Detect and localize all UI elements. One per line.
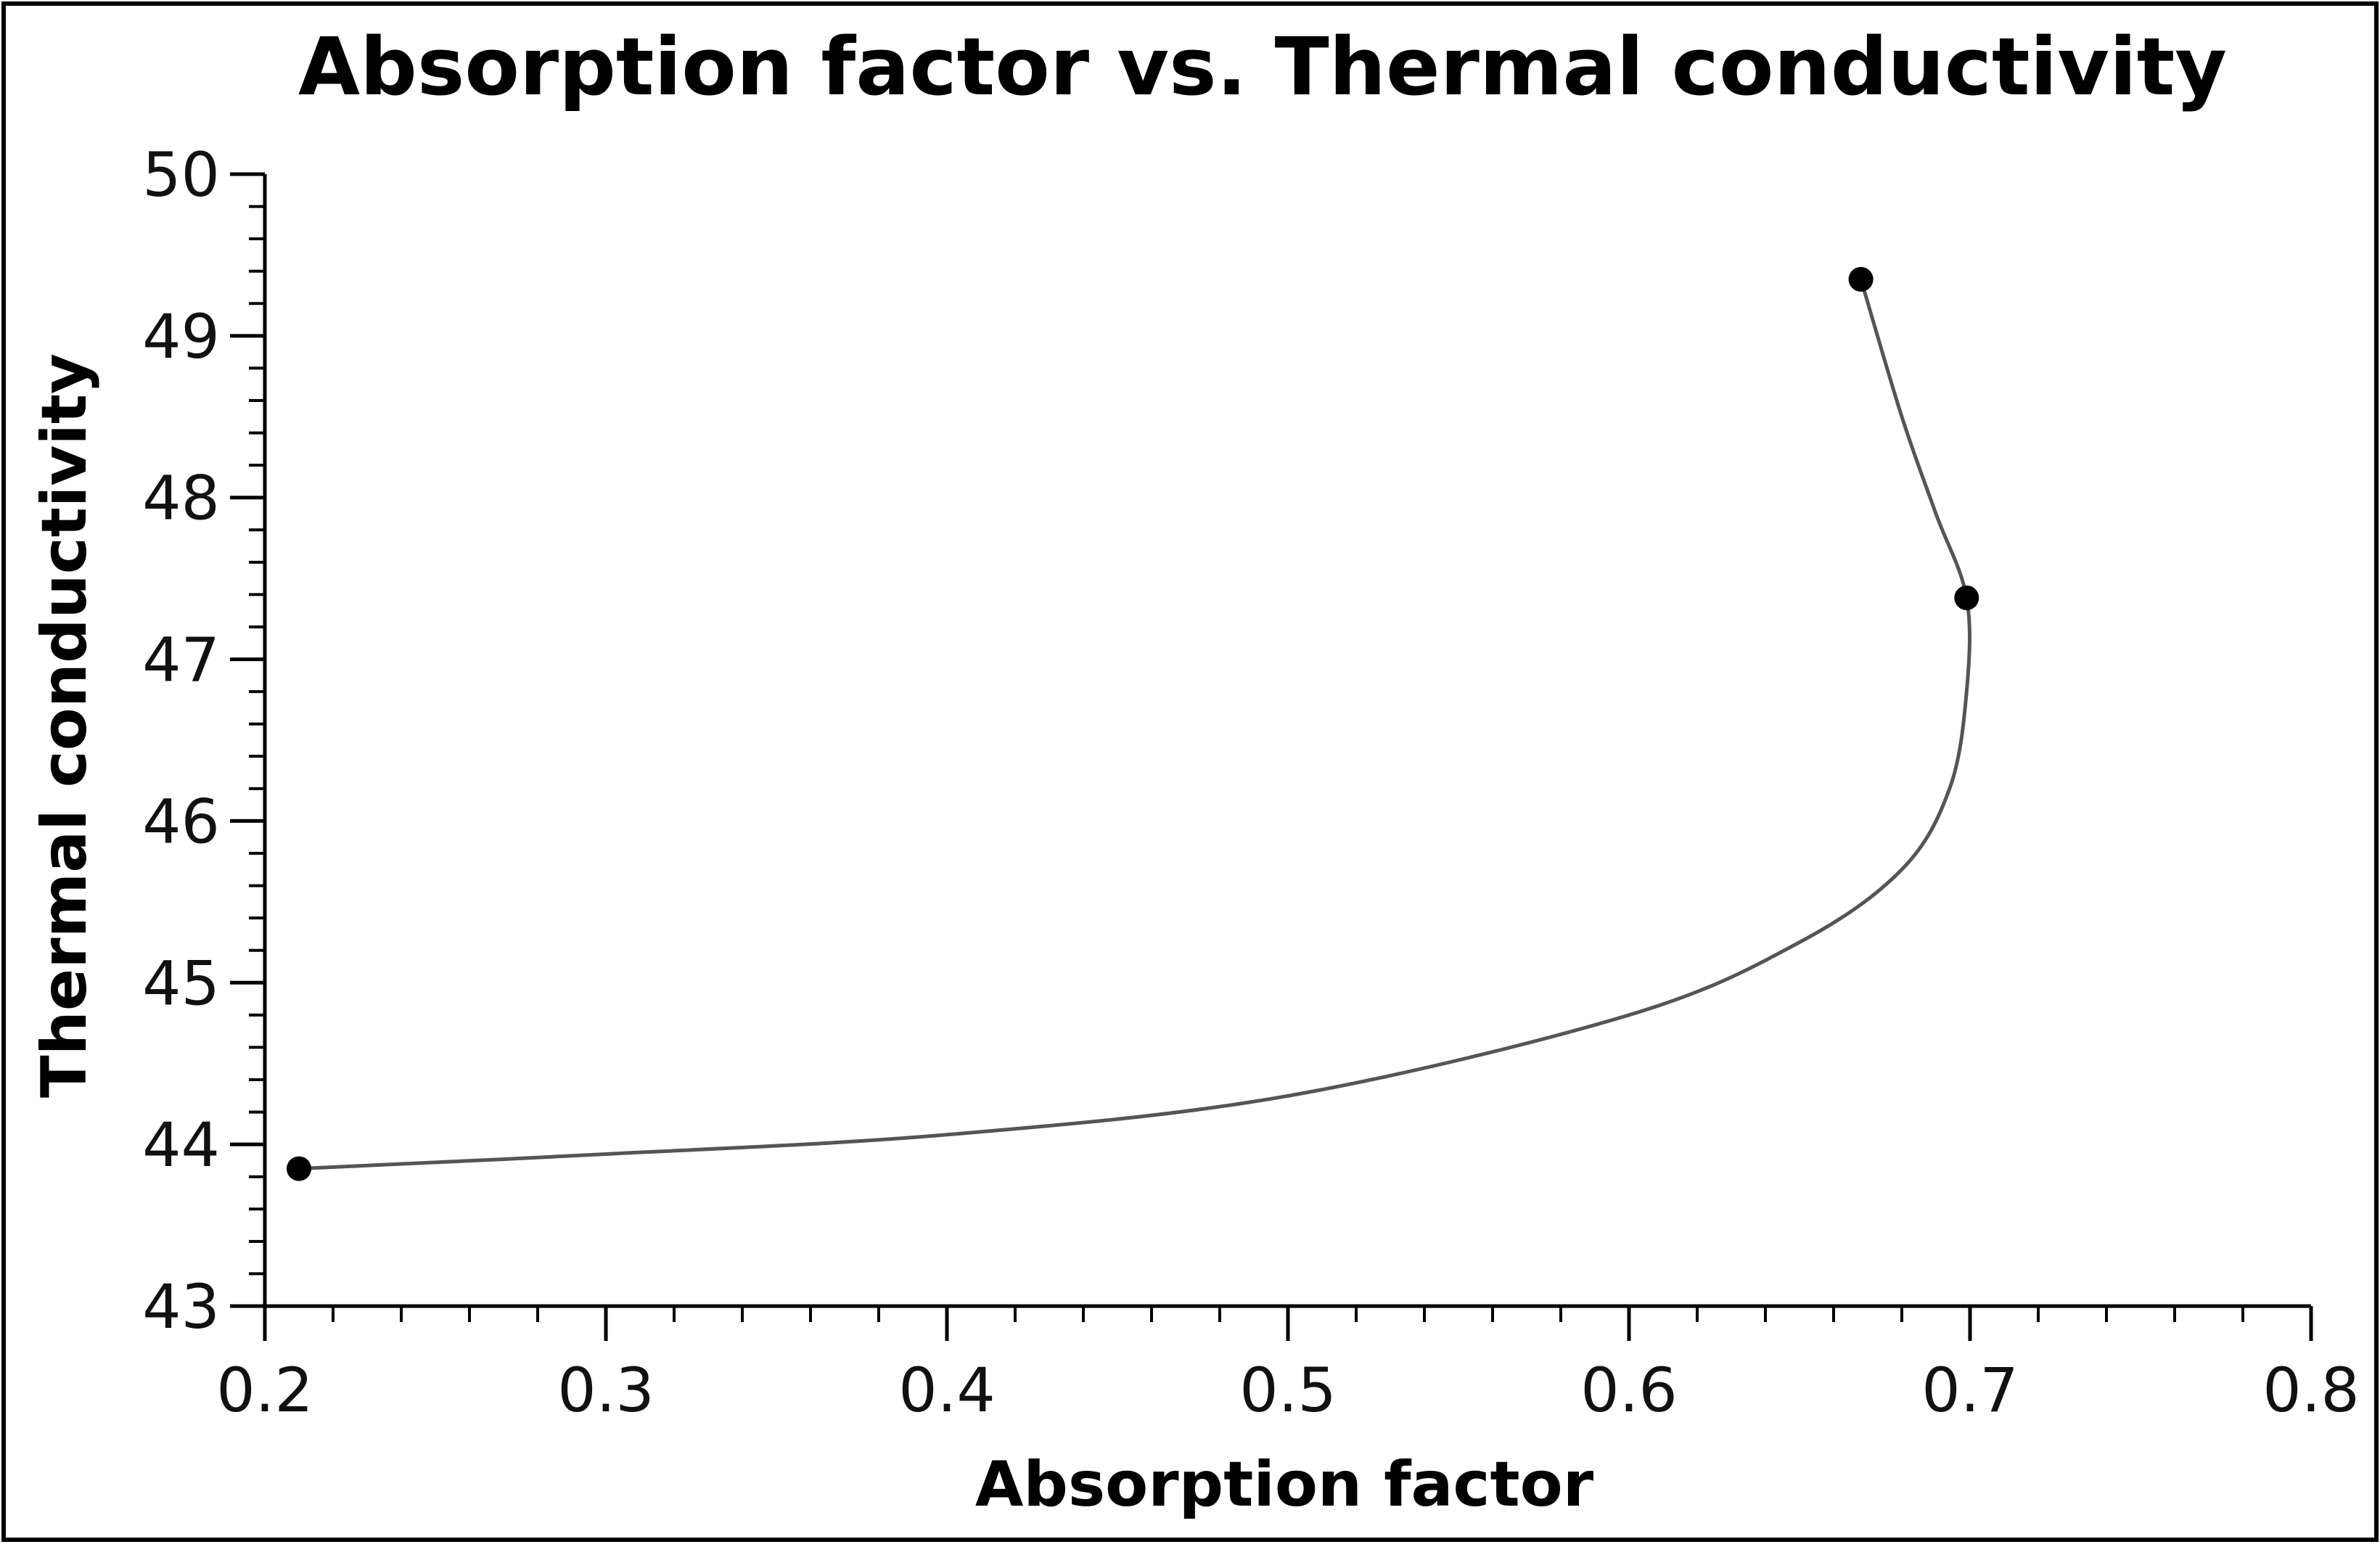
x-tick-label: 0.3 [557, 1355, 654, 1426]
y-axis: 43 44 45 46 47 48 49 50 [142, 139, 267, 1342]
y-tick-label: 50 [142, 139, 220, 210]
series-line [298, 279, 1971, 1171]
y-tick-label: 46 [142, 786, 220, 857]
data-point-marker [1848, 266, 1874, 292]
x-tick-label: 0.2 [216, 1355, 313, 1426]
y-axis-label: Thermal conductivity [28, 353, 101, 1098]
y-tick-label: 43 [142, 1271, 220, 1342]
x-tick-label: 0.5 [1239, 1355, 1337, 1426]
y-tick-label: 49 [142, 301, 220, 372]
x-tick-label: 0.4 [898, 1355, 996, 1426]
y-tick-label: 47 [142, 625, 220, 696]
data-point-marker [287, 1156, 311, 1181]
x-tick-label: 0.7 [1921, 1355, 2019, 1426]
x-tick-label: 0.8 [2262, 1355, 2360, 1426]
x-axis: 0.2 0.3 0.4 0.5 0.6 0.7 0.8 [216, 1304, 2360, 1426]
y-tick-label: 44 [142, 1109, 220, 1181]
chart-title: Absorption factor vs. Thermal conductivi… [298, 20, 2227, 113]
plot-area [287, 266, 1979, 1181]
data-point-marker [1954, 585, 1979, 610]
x-tick-label: 0.6 [1580, 1355, 1678, 1426]
x-axis-label: Absorption factor [975, 1448, 1594, 1521]
y-tick-label: 48 [142, 463, 220, 534]
y-tick-label: 45 [142, 948, 220, 1019]
